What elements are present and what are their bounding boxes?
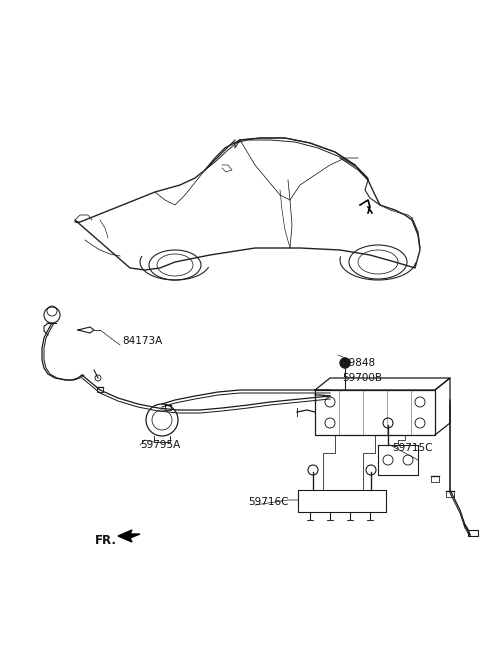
Text: 59848: 59848: [342, 358, 375, 368]
Text: 59795A: 59795A: [140, 440, 180, 450]
Text: 59715C: 59715C: [392, 443, 432, 453]
Polygon shape: [118, 530, 140, 542]
Text: FR.: FR.: [95, 534, 117, 546]
Text: 59700B: 59700B: [342, 373, 382, 383]
Circle shape: [340, 358, 350, 368]
Text: 59716C: 59716C: [248, 497, 288, 507]
Bar: [468, 530, 478, 536]
Text: 84173A: 84173A: [122, 336, 162, 346]
